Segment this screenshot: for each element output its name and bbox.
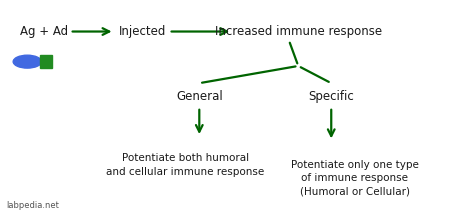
Text: Potentiate both humoral
and cellular immune response: Potentiate both humoral and cellular imm… <box>106 153 264 177</box>
Text: Injected: Injected <box>119 25 166 38</box>
Text: Specific: Specific <box>309 90 354 103</box>
Text: General: General <box>176 90 223 103</box>
FancyBboxPatch shape <box>40 55 52 68</box>
Text: labpedia.net: labpedia.net <box>6 201 59 210</box>
Text: Increased immune response: Increased immune response <box>215 25 382 38</box>
Text: Potentiate only one type
of immune response
(Humoral or Cellular): Potentiate only one type of immune respo… <box>291 160 419 196</box>
Text: Ag + Ad: Ag + Ad <box>20 25 68 38</box>
Circle shape <box>13 55 41 68</box>
